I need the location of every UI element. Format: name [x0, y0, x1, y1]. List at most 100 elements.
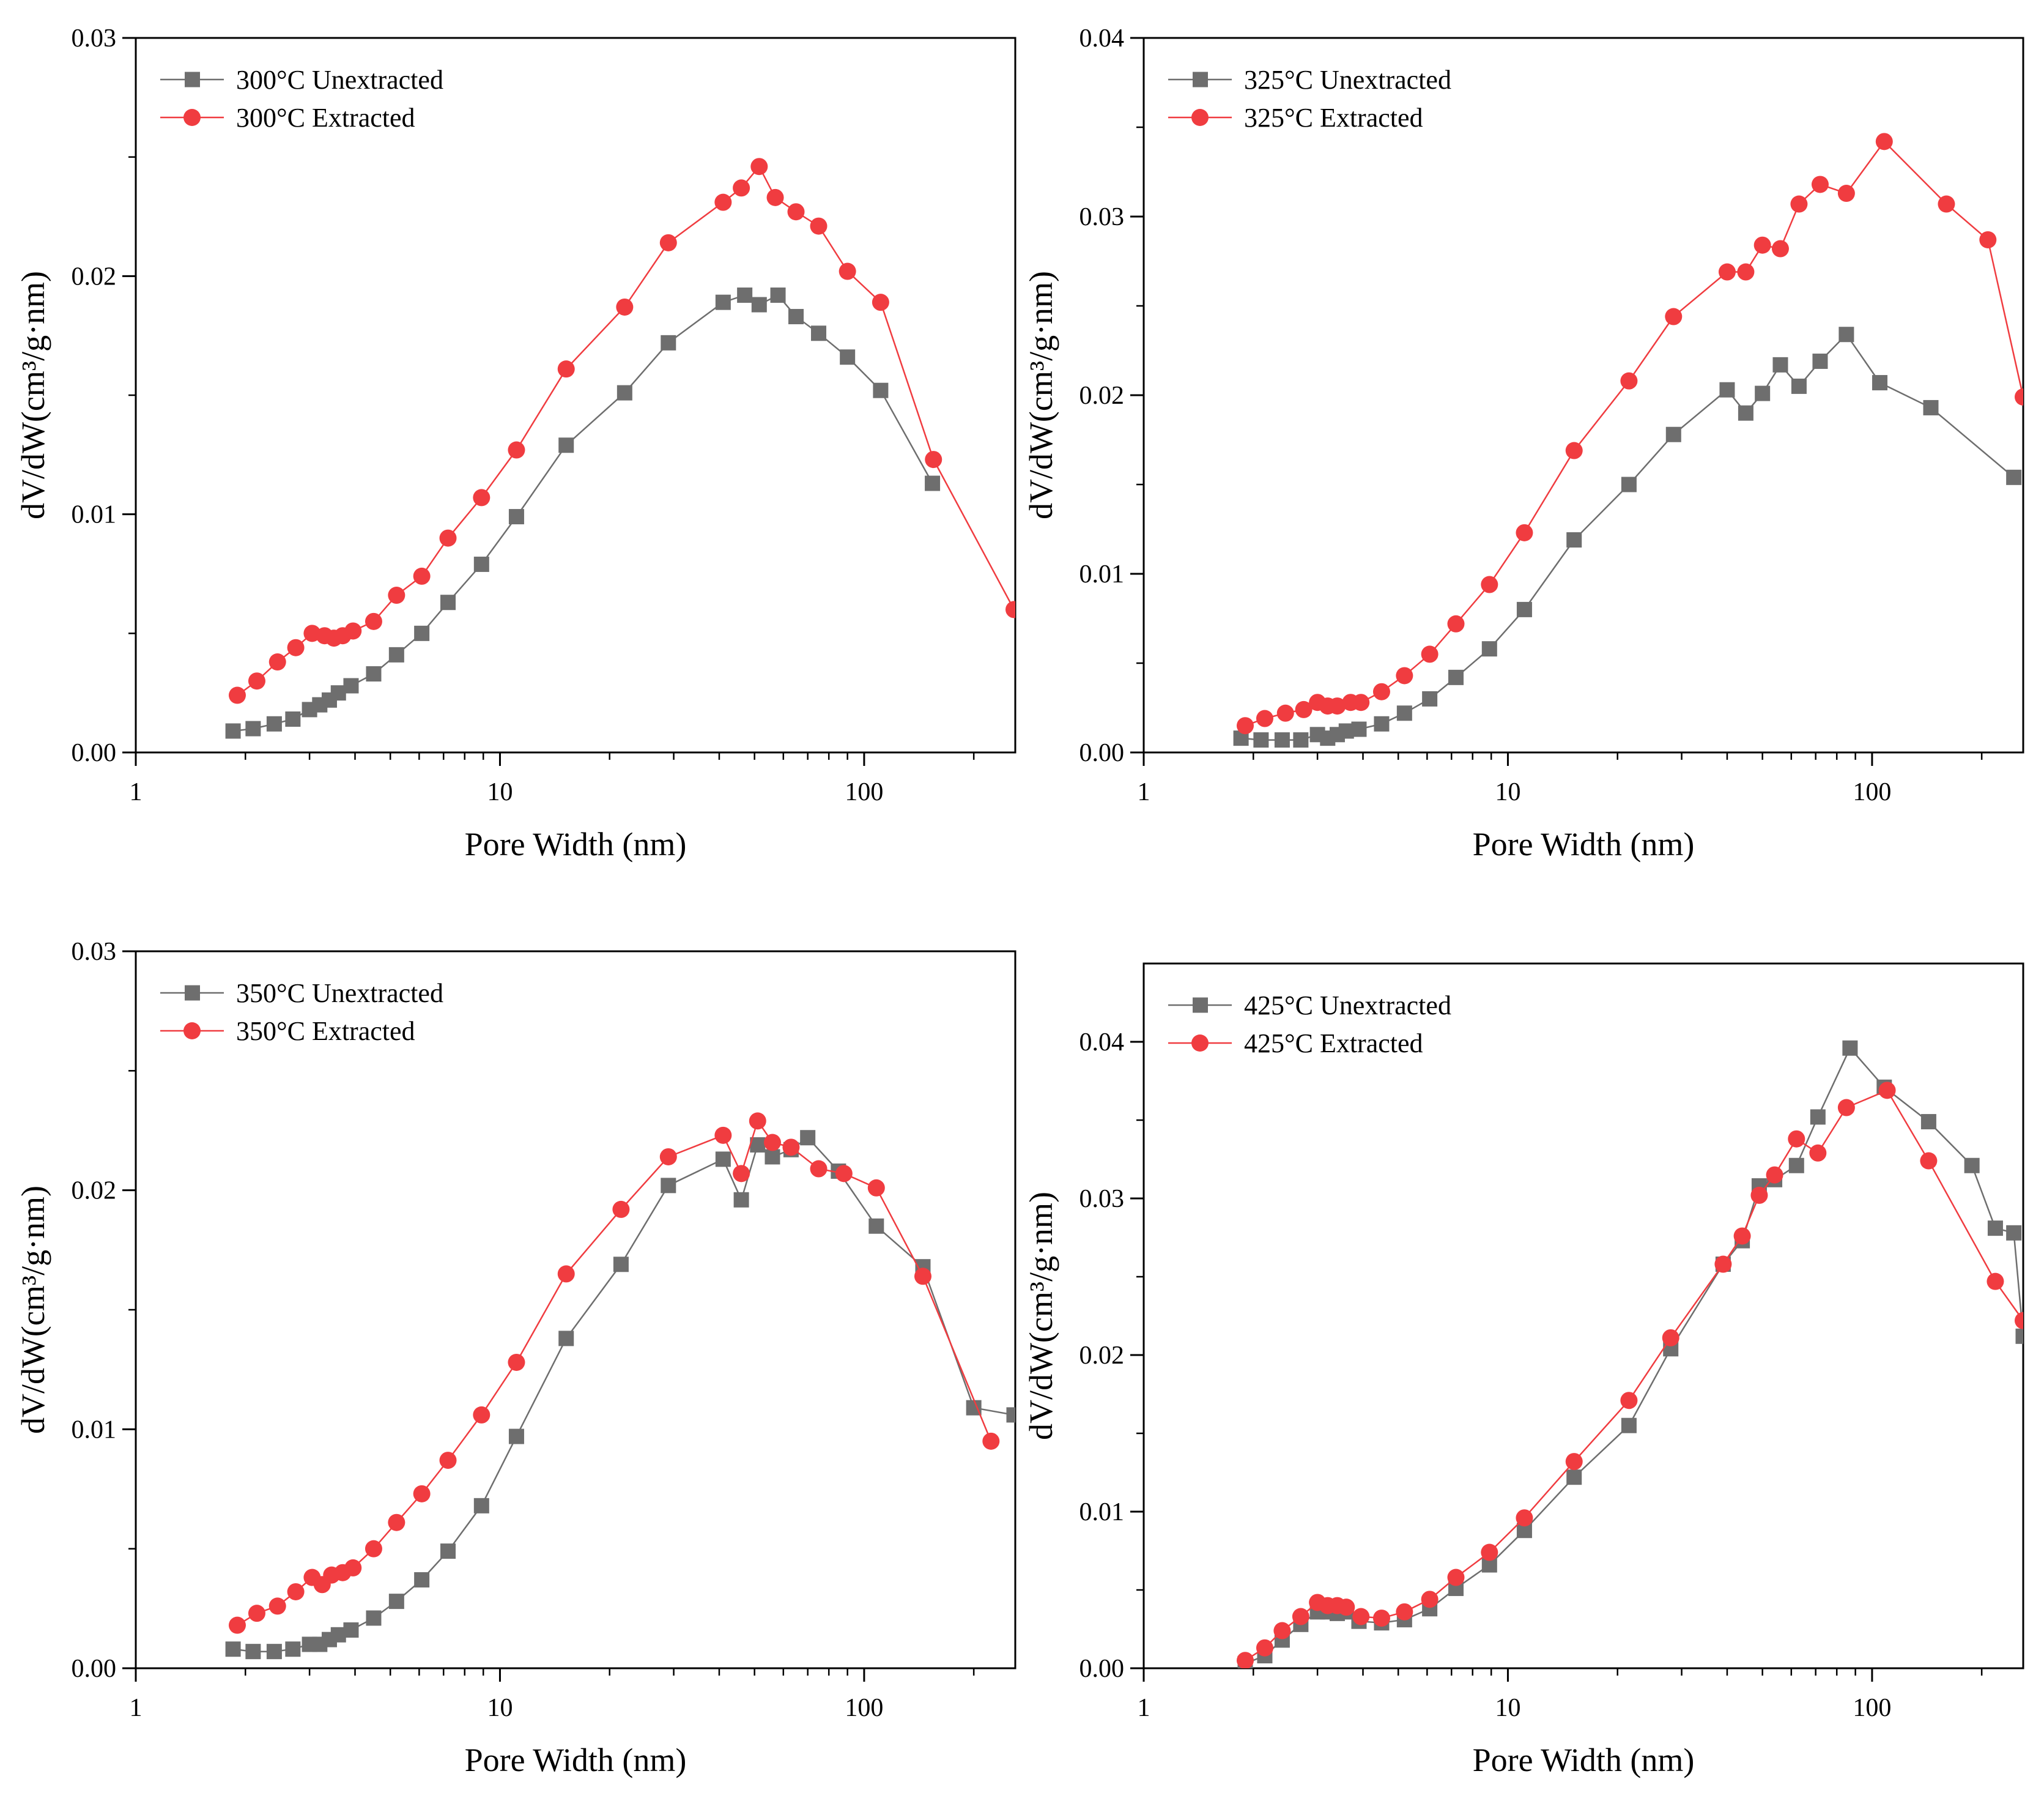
data-point-circle [810, 217, 828, 235]
data-point-circle [1620, 1392, 1638, 1409]
x-tick-label: 1 [1138, 778, 1150, 806]
series-line [232, 294, 933, 732]
data-point-circle [659, 234, 677, 251]
y-axis-title: dV/dW(cm³/g·nm) [1023, 271, 1059, 519]
data-point-circle [473, 1406, 491, 1424]
y-tick-label: 0.00 [1079, 1655, 1125, 1683]
data-point-square [751, 297, 767, 313]
legend-marker-circle [183, 109, 201, 126]
data-point-circle [1328, 697, 1346, 715]
x-axis-title: Pore Width (nm) [465, 826, 687, 863]
legend-label: 300°C Unextracted [236, 65, 443, 95]
data-point-square [1772, 357, 1788, 373]
data-point-circle [714, 1126, 732, 1144]
y-tick-label: 0.01 [72, 501, 117, 529]
data-point-square [1566, 1469, 1582, 1485]
data-point-circle [268, 1597, 286, 1615]
data-point-circle [1292, 1608, 1309, 1625]
series-line [1245, 1046, 2023, 1665]
data-point-square [840, 349, 856, 365]
x-tick-label: 10 [1495, 778, 1520, 806]
data-point-circle [248, 1605, 265, 1622]
legend-marker-circle [183, 1022, 201, 1039]
data-point-circle [508, 1353, 525, 1371]
series-line [1240, 333, 2015, 741]
data-point-circle [1811, 176, 1829, 193]
data-point-square [1838, 327, 1854, 343]
data-point-circle [2015, 388, 2023, 406]
data-point-square [245, 721, 261, 737]
data-point-square [285, 1641, 301, 1657]
panel-350c: 1 10 100 0.00 0.01 0.02 0.03 Pore Width (nm) dV/… [15, 938, 1016, 1778]
data-point-square [508, 1428, 524, 1444]
data-point-circle [1771, 240, 1789, 258]
data-point-circle [1788, 1130, 1805, 1148]
data-point-circle [835, 1165, 853, 1183]
data-point-circle [1665, 308, 1683, 325]
data-point-circle [1447, 1569, 1465, 1586]
data-point-square [1788, 1157, 1804, 1173]
data-point-square [1293, 732, 1309, 748]
data-point-circle [810, 1160, 828, 1178]
x-tick-label: 1 [130, 1694, 143, 1722]
data-point-square [1923, 399, 1939, 415]
data-point-circle [1809, 1144, 1827, 1162]
legend-label: 425°C Unextracted [1244, 990, 1451, 1020]
data-point-circle [925, 451, 942, 469]
data-point-square [440, 1543, 456, 1559]
data-point-square [440, 595, 456, 611]
data-point-square [1719, 382, 1735, 398]
data-point-circle [1516, 1509, 1533, 1527]
data-point-square [266, 1644, 282, 1660]
series-line [1245, 1089, 2023, 1662]
y-axis-title: dV/dW(cm³/g·nm) [1023, 1192, 1059, 1440]
y-axis-title: dV/dW(cm³/g·nm) [15, 1186, 51, 1434]
data-point-circle [365, 612, 382, 630]
data-point-circle [982, 1432, 1000, 1450]
data-point-square [1253, 732, 1269, 748]
data-point-circle [439, 529, 457, 547]
plot-area [225, 1112, 1015, 1660]
data-point-circle [344, 1559, 362, 1576]
data-point-square [225, 1641, 241, 1657]
data-point-square [733, 1192, 749, 1208]
data-point-circle [612, 1200, 630, 1218]
data-point-circle [1276, 704, 1294, 722]
y-tick-label: 0.00 [72, 739, 117, 767]
data-point-circle [413, 1485, 431, 1502]
data-point-square [873, 382, 889, 398]
data-point-circle [439, 1452, 457, 1469]
data-point-square [285, 711, 301, 727]
data-point-square [388, 647, 404, 663]
data-point-square [800, 1130, 816, 1146]
data-point-square [715, 1151, 731, 1167]
data-point-circle [750, 158, 768, 176]
data-point-circle [1737, 263, 1755, 281]
y-axis-title: dV/dW(cm³/g·nm) [15, 271, 51, 519]
data-point-circle [782, 1138, 800, 1156]
y-tick-label: 0.02 [1079, 1342, 1125, 1370]
data-point-circle [508, 441, 525, 459]
x-axis-title: Pore Width (nm) [1473, 1742, 1695, 1778]
data-point-square [661, 1178, 676, 1194]
legend-label: 350°C Unextracted [236, 978, 443, 1008]
x-tick-label: 1 [1138, 1694, 1150, 1722]
legend-label: 425°C Extracted [1244, 1028, 1423, 1058]
x-tick-label: 10 [487, 778, 513, 806]
data-point-circle [733, 179, 750, 197]
data-point-circle [2015, 1312, 2023, 1329]
legend-label: 300°C Extracted [236, 103, 415, 133]
plot-area [225, 158, 1015, 739]
data-point-circle [557, 360, 575, 378]
data-point-square [868, 1218, 884, 1234]
data-point-circle [763, 1134, 781, 1151]
data-point-circle [1295, 700, 1313, 718]
panel-425c: 1 10 100 0.00 0.01 0.02 0.03 0.04 Pore Width (nm… [1023, 962, 2024, 1778]
y-tick-label: 0.03 [1079, 1185, 1125, 1213]
data-point-square [1920, 1114, 1936, 1130]
data-point-circle [388, 1513, 405, 1531]
panel-325c: 1 10 100 0.00 0.01 0.02 0.03 0.04 Pore Width (nm… [1023, 24, 2024, 863]
data-point-square [1842, 1040, 1858, 1056]
data-point-circle [749, 1112, 766, 1130]
